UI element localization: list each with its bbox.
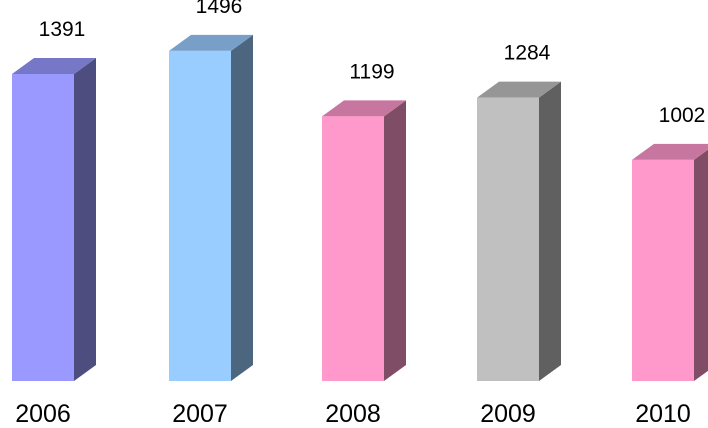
value-label: 1391 (39, 18, 86, 41)
bar-front-face (477, 97, 539, 381)
category-label: 2006 (15, 400, 71, 428)
bar-top-face (169, 34, 253, 51)
bar-side-face (539, 81, 561, 381)
category-label: 2007 (172, 400, 228, 428)
category-label: 2009 (480, 400, 536, 428)
category-label: 2010 (635, 400, 691, 428)
bar-2009 (477, 81, 561, 381)
bar-front-face (322, 116, 384, 381)
bar-side-face (694, 149, 708, 381)
bar-side-face (231, 34, 253, 382)
bar-2008 (322, 100, 406, 381)
bar-top-face (632, 143, 708, 160)
bar-side-face (384, 100, 406, 381)
bar-side-face (74, 58, 96, 382)
bar-top-face (477, 81, 561, 98)
value-label: 1199 (349, 60, 394, 83)
bar-2010 (632, 143, 708, 381)
bar-2007 (169, 34, 253, 382)
category-label: 2008 (325, 400, 381, 428)
bar-front-face (632, 159, 694, 381)
value-label: 1002 (659, 104, 706, 127)
value-label: 1284 (504, 42, 551, 65)
bar-2006 (12, 58, 96, 382)
value-label: 1496 (196, 0, 243, 18)
bar-front-face (12, 74, 74, 382)
bar-top-face (12, 58, 96, 75)
bar-front-face (169, 50, 231, 382)
bar-top-face (322, 100, 406, 117)
